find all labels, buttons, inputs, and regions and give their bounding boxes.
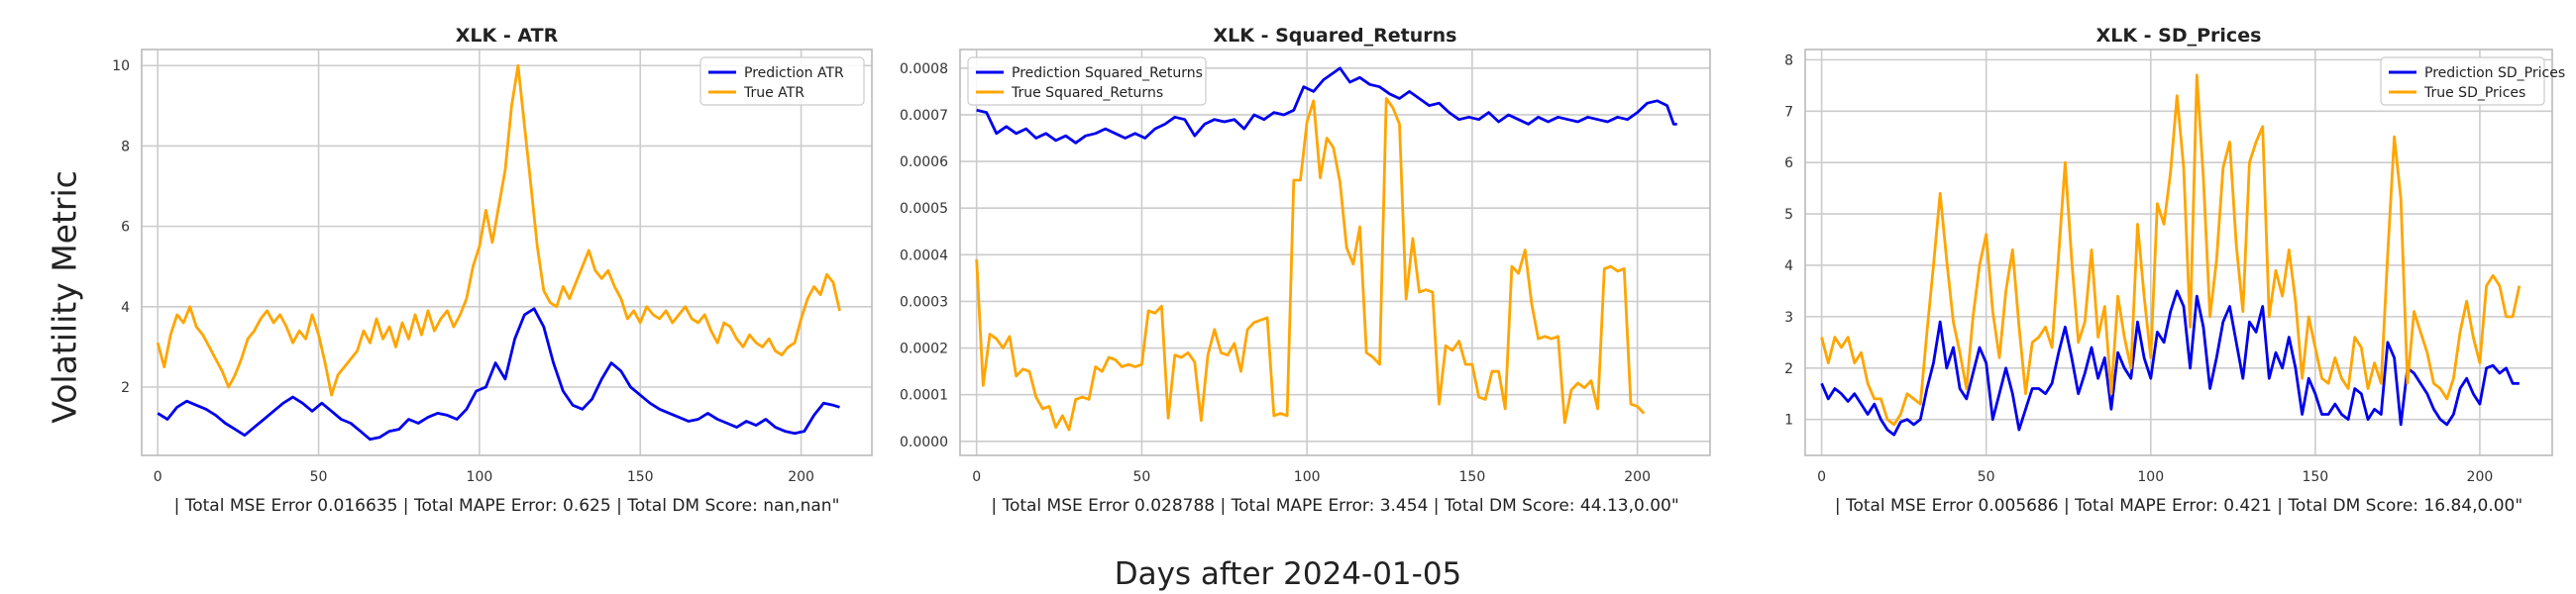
axes-frame [1804,49,2553,456]
y-tick-label: 2 [121,380,130,396]
x-tick-label: 150 [1459,469,1486,485]
y-tick-label: 8 [121,139,130,154]
legend: Prediction Squared_Returns True Squared_R… [967,56,1207,106]
y-tick-label: 7 [1784,104,1793,120]
axes-frame [141,49,873,456]
y-tick-label: 0.0005 [900,201,948,217]
series-line-prediction [1820,289,2520,437]
x-tick-label: 50 [1133,469,1151,485]
legend-entry: Prediction Squared_Returns [1012,65,1203,81]
chart-caption: | Total MSE Error 0.028788 | Total MAPE … [991,496,1678,516]
y-tick-label: 1 [1784,413,1793,429]
y-tick-label: 0.0006 [900,154,948,170]
chart-caption: | Total MSE Error 0.005686 | Total MAPE … [1835,496,2522,516]
legend: Prediction SD_Prices True SD_Prices [2380,56,2565,106]
x-tick-label: 100 [1294,469,1321,485]
y-tick-label: 5 [1784,207,1793,223]
legend-entry: True ATR [743,85,805,101]
y-tick-label: 0.0002 [900,342,948,357]
chart-title: XLK - SD_Prices [2096,25,2262,47]
y-tick-label: 4 [121,300,130,316]
chart-panel-3: 0 50 100 150 200 1 2 3 4 5 6 7 8 XLK - SD_Prices | Tot… [1784,25,2565,516]
y-tick-label: 8 [1784,52,1793,68]
chart-panel-2: 0 50 100 150 200 0.0000 0.0001 0.0002 0.0003 0.00… [900,25,1711,516]
y-tick-label: 0.0004 [900,248,948,263]
x-tick-label: 200 [788,469,814,485]
legend: Prediction ATR True ATR [699,56,865,106]
y-tick-label: 2 [1784,361,1793,377]
figure-x-axis-label: Days after 2024-01-05 [1114,556,1462,592]
series-line-prediction [157,307,840,442]
y-tick-label: 4 [1784,258,1793,274]
y-tick-label: 0.0007 [900,108,948,124]
x-tick-label: 100 [2137,469,2164,485]
x-tick-label: 200 [2467,469,2494,485]
plot-area [142,50,872,455]
y-tick-label: 0.0000 [900,435,948,450]
y-tick-label: 0.0003 [900,294,948,310]
y-tick-label: 6 [121,220,130,236]
y-tick-label: 10 [112,58,130,74]
x-tick-label: 0 [1817,469,1826,485]
axes-frame [959,49,1711,456]
series-line-true [156,63,841,397]
chart-panel-1: 0 50 100 150 200 2 4 6 8 10 XLK - ATR | Total MSE E… [112,25,873,516]
legend-entry: True Squared_Returns [1011,85,1163,101]
chart-title: XLK - ATR [456,25,559,47]
chart-caption: | Total MSE Error 0.016635 | Total MAPE … [174,496,840,516]
legend-entry: Prediction ATR [744,65,844,81]
y-tick-label: 0.0008 [900,61,948,77]
legend-box [699,56,865,106]
legend-entry: True SD_Prices [2423,85,2525,101]
x-tick-label: 0 [972,469,981,485]
x-tick-label: 100 [467,469,493,485]
figure-y-axis-label: Volatility Metric [45,170,84,424]
x-tick-label: 50 [1978,469,1995,485]
y-tick-label: 6 [1784,155,1793,171]
legend-box [967,56,1207,106]
legend-box [2380,56,2545,106]
y-tick-label: 0.0001 [900,388,948,404]
x-tick-label: 150 [627,469,654,485]
series-line-true [975,97,1646,432]
legend-entry: Prediction SD_Prices [2424,65,2565,81]
x-tick-label: 50 [310,469,328,485]
series-line-prediction [976,66,1677,145]
x-tick-label: 150 [2302,469,2328,485]
chart-title: XLK - Squared_Returns [1214,25,1457,47]
y-tick-label: 3 [1784,310,1793,326]
x-tick-label: 200 [1624,469,1651,485]
x-tick-label: 0 [154,469,162,485]
series-line-true [1820,73,2522,427]
